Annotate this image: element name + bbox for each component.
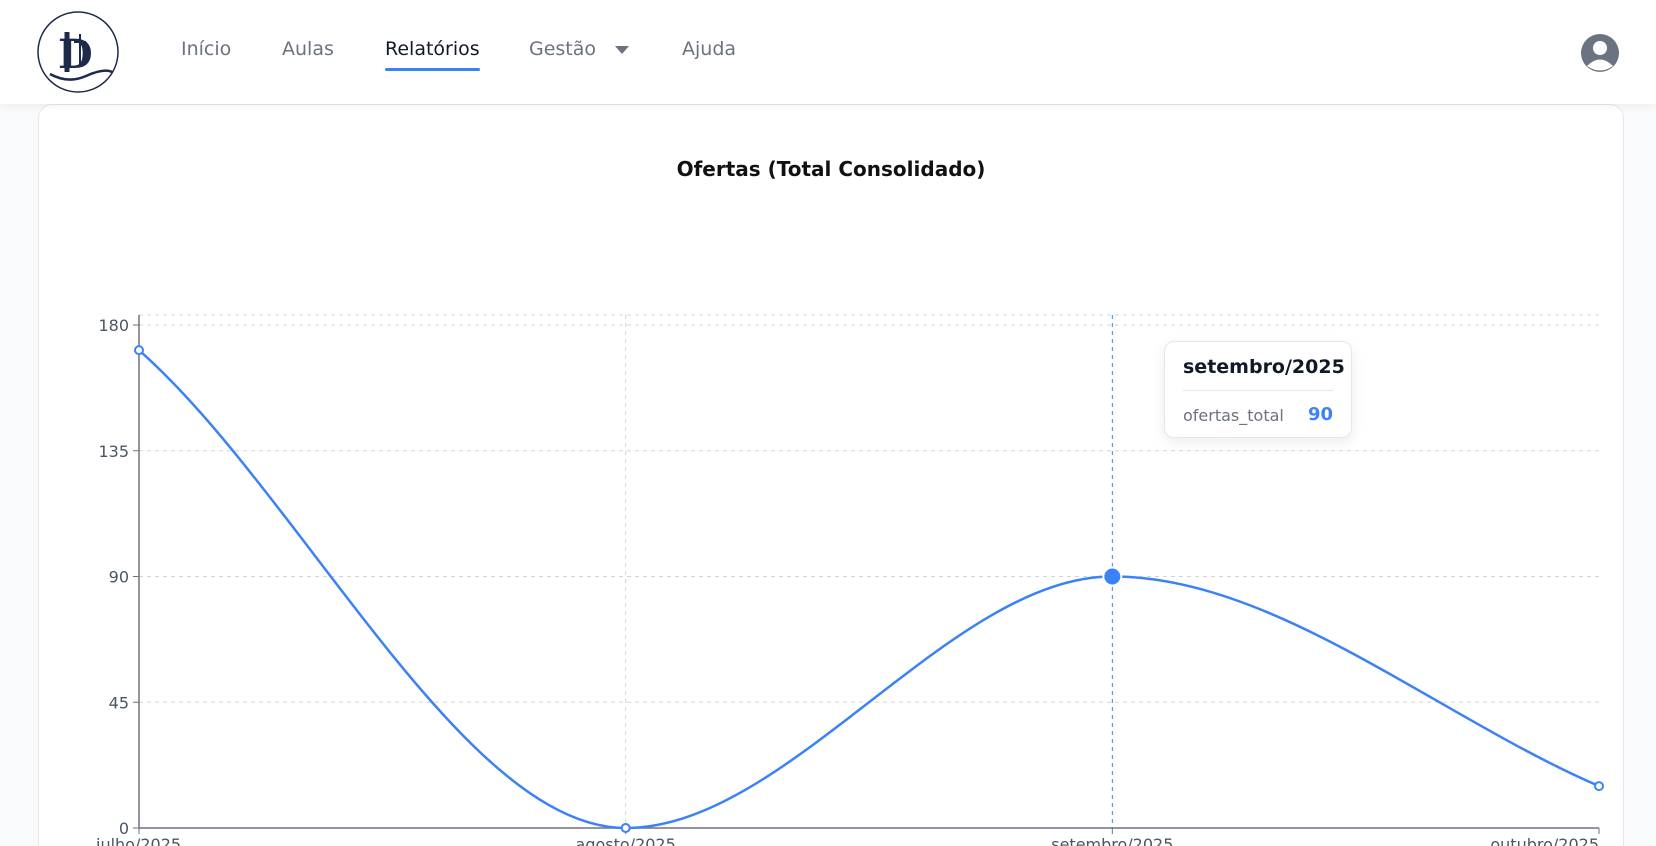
- line-chart: 0 45 90 135 180 julho/2025 agosto/2025 setembro…: [95, 314, 1604, 846]
- x-tick-label: setembro/2025: [1051, 835, 1173, 846]
- y-tick-label: 90: [109, 568, 129, 587]
- x-tick-label: agosto/2025: [576, 835, 676, 846]
- logo-icon[interactable]: D: [36, 10, 120, 94]
- y-tick-label: 135: [98, 442, 129, 461]
- user-circle-icon[interactable]: [1580, 33, 1620, 73]
- chart-tooltip: setembro/2025 ofertas_total 90: [1164, 341, 1352, 438]
- series-line-ofertas-total: [138, 349, 1600, 830]
- active-data-point: [1102, 566, 1123, 587]
- tooltip-title: setembro/2025: [1183, 356, 1345, 378]
- x-tick-label: julho/2025: [95, 835, 181, 846]
- caret-down-icon: [615, 45, 630, 54]
- nav-item-inicio[interactable]: Início: [181, 38, 232, 60]
- y-tick-label: 45: [109, 693, 129, 712]
- svg-text:D: D: [58, 31, 93, 78]
- data-point: [134, 345, 144, 356]
- top-navbar: D Início Aulas Relatórios Gestão Ajuda: [0, 0, 1656, 104]
- y-tick-label: 0: [119, 819, 129, 838]
- x-tick-label: outubro/2025: [1490, 835, 1599, 846]
- tooltip-value: 90: [1307, 404, 1333, 425]
- chart-title: Ofertas (Total Consolidado): [676, 157, 986, 181]
- nav-item-gestao-label: Gestão: [529, 38, 597, 60]
- nav-item-gestao[interactable]: Gestão: [529, 38, 630, 70]
- report-card: Ofertas (Total Consolidado) 0 45 90 135 180 j…: [38, 104, 1624, 846]
- data-point: [1594, 781, 1604, 792]
- nav-item-aulas[interactable]: Aulas: [282, 38, 334, 60]
- data-point: [620, 823, 631, 833]
- y-tick-label: 180: [98, 316, 129, 335]
- nav-item-ajuda[interactable]: Ajuda: [682, 38, 737, 60]
- tooltip-series-name: ofertas_total: [1183, 406, 1284, 425]
- tooltip-divider: [1183, 390, 1333, 391]
- nav-item-relatorios[interactable]: Relatórios: [385, 38, 480, 71]
